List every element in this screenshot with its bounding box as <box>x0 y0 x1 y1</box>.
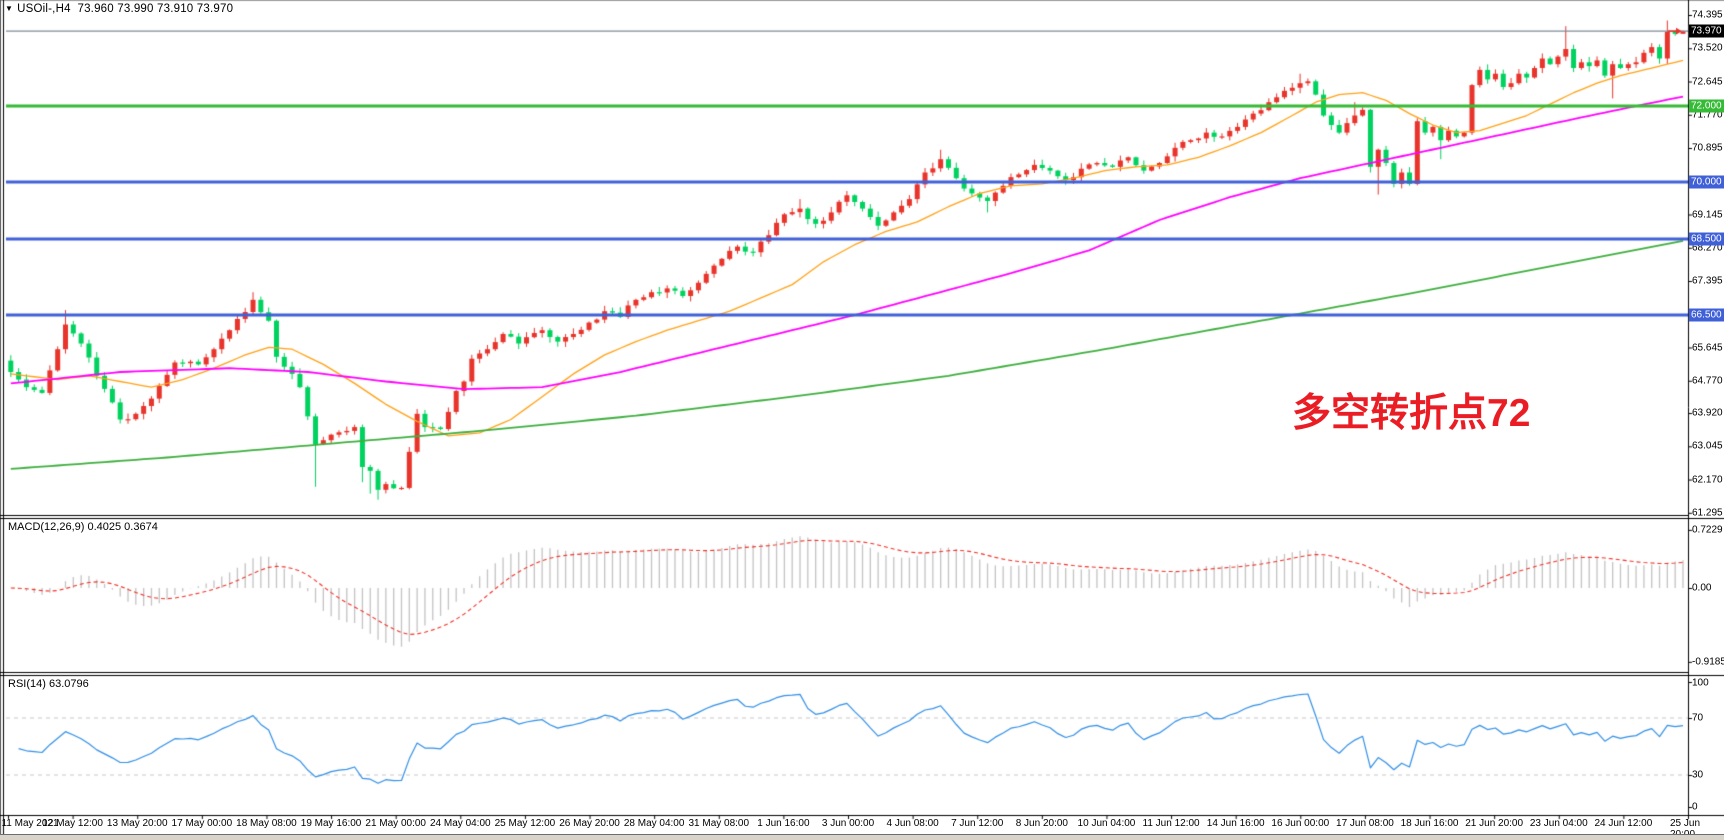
price-level-badge: 72.000 <box>1689 99 1724 113</box>
window-bottom-edge <box>0 834 1724 840</box>
rsi-tick-label: 100 <box>1692 677 1709 689</box>
time-tick-label: 18 May 08:00 <box>236 818 297 829</box>
price-level-badge: 73.970 <box>1689 24 1724 38</box>
price-tick-label: 69.145 <box>1692 209 1723 220</box>
time-tick-label: 25 May 12:00 <box>494 818 556 829</box>
time-tick-label: 3 Jun 00:00 <box>821 818 875 829</box>
time-tick-label: 17 May 00:00 <box>171 818 233 829</box>
time-tick-label: 12 May 12:00 <box>42 818 103 829</box>
price-tick-label: 71.770 <box>1692 109 1723 121</box>
price-tick-label: 63.045 <box>1692 440 1723 452</box>
rsi-tick-label: 70 <box>1692 712 1704 724</box>
time-tick-label: 24 May 04:00 <box>429 818 491 829</box>
time-tick-label: 1 Jun 16:00 <box>757 818 810 829</box>
symbol-name: USOil-,H4 <box>17 3 71 15</box>
time-tick-label: 28 May 04:00 <box>623 818 685 829</box>
price-level-badge: 66.500 <box>1689 308 1724 322</box>
annotation-text: 多空转折点72 <box>1292 392 1531 435</box>
time-tick-label: 14 Jun 16:00 <box>1206 818 1265 829</box>
rsi-tick-label: 30 <box>1692 769 1704 781</box>
price-level-badge: 68.500 <box>1689 232 1724 246</box>
time-tick-label: 21 May 00:00 <box>365 818 426 829</box>
time-tick-label: 26 May 20:00 <box>559 818 620 829</box>
time-tick-label: 11 Jun 12:00 <box>1142 818 1200 829</box>
time-tick-label: 18 Jun 16:00 <box>1400 818 1459 829</box>
macd-indicator-label: MACD(12,26,9) 0.4025 0.3674 <box>8 521 158 533</box>
time-tick-label: 24 Jun 12:00 <box>1594 818 1653 829</box>
time-tick-label: 7 Jun 12:00 <box>951 818 1004 829</box>
time-tick-label: 13 May 20:00 <box>106 818 168 829</box>
time-tick-label: 4 Jun 08:00 <box>886 818 939 829</box>
price-tick-label: 72.645 <box>1692 76 1723 87</box>
price-tick-label: 65.645 <box>1692 342 1723 353</box>
time-tick-label: 10 Jun 04:00 <box>1077 818 1136 829</box>
price-tick-label: 62.170 <box>1692 474 1723 486</box>
ohlc-values: 73.960 73.990 73.910 73.970 <box>77 3 234 15</box>
rsi-tick-label: 0 <box>1692 801 1698 813</box>
time-tick-label: 21 Jun 20:00 <box>1465 818 1524 829</box>
rsi-indicator-label: RSI(14) 63.0796 <box>8 678 89 690</box>
time-tick-label: 19 May 16:00 <box>300 818 362 829</box>
price-tick-label: 64.770 <box>1692 375 1723 387</box>
price-tick-label: 67.395 <box>1692 275 1723 287</box>
collapse-indicator-icon[interactable]: ▼ <box>5 4 14 13</box>
time-tick-label: 23 Jun 04:00 <box>1529 818 1588 829</box>
time-tick-label: 31 May 08:00 <box>688 818 750 829</box>
price-level-badge: 70.000 <box>1689 175 1724 189</box>
symbol-ohlc-label[interactable]: ▼ USOil-,H4 73.960 73.990 73.910 73.970 <box>5 3 233 15</box>
time-tick-label: 17 Jun 08:00 <box>1336 818 1394 829</box>
macd-tick-label: 0.7229 <box>1692 524 1723 536</box>
macd-tick-label: 0.00 <box>1692 582 1712 594</box>
price-tick-label: 68.270 <box>1692 242 1723 254</box>
price-tick-label: 73.520 <box>1692 42 1723 54</box>
time-tick-label: 16 Jun 00:00 <box>1271 818 1330 829</box>
macd-tick-label: -0.9185 <box>1692 656 1724 668</box>
price-tick-label: 70.895 <box>1692 142 1723 154</box>
time-tick-label: 11 May 2021 <box>1 818 59 829</box>
price-tick-label: 61.295 <box>1692 507 1723 519</box>
price-tick-label: 63.920 <box>1692 407 1723 419</box>
price-tick-label: 74.395 <box>1692 9 1723 21</box>
time-tick-label: 8 Jun 20:00 <box>1015 818 1068 829</box>
